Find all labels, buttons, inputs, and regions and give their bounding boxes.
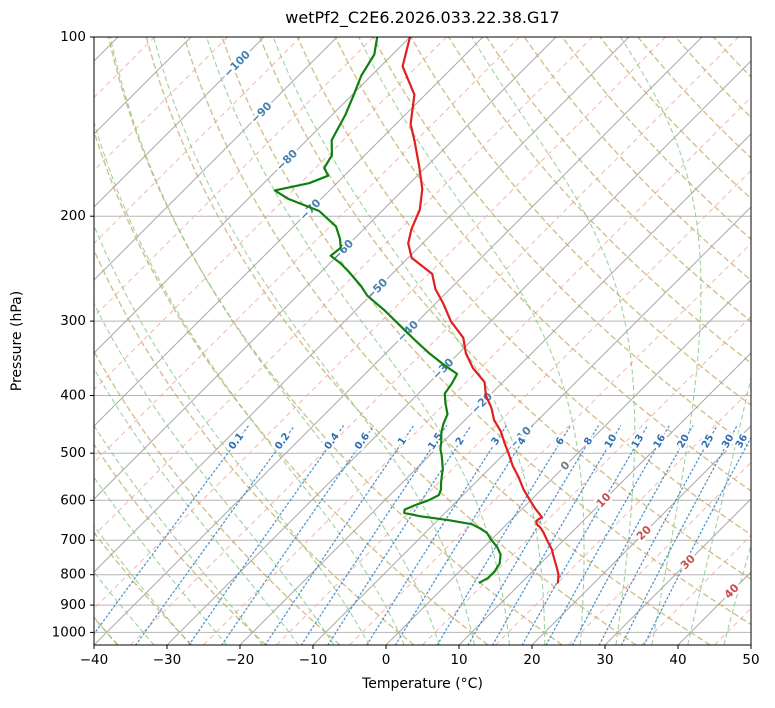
svg-text:300: 300 — [60, 313, 86, 329]
svg-text:−40: −40 — [80, 652, 109, 668]
moist-adiabats — [94, 37, 751, 645]
svg-text:200: 200 — [60, 208, 86, 224]
isotherms-major — [94, 37, 751, 645]
svg-text:−20: −20 — [226, 652, 255, 668]
temperature-curve — [401, 37, 560, 584]
svg-text:0.1: 0.1 — [227, 431, 246, 452]
mixing-ratio-lines — [94, 425, 751, 645]
svg-text:50: 50 — [742, 652, 759, 668]
svg-text:16: 16 — [652, 433, 669, 451]
svg-text:30: 30 — [596, 652, 613, 668]
svg-text:0.4: 0.4 — [323, 431, 342, 452]
svg-text:1000: 1000 — [52, 624, 86, 640]
svg-text:2: 2 — [454, 436, 467, 448]
svg-text:400: 400 — [60, 388, 86, 404]
svg-text:600: 600 — [60, 492, 86, 508]
svg-text:500: 500 — [60, 445, 86, 461]
svg-text:−10: −10 — [299, 652, 328, 668]
dewpoint-curve — [273, 37, 502, 584]
svg-text:1: 1 — [396, 435, 409, 447]
svg-text:0: 0 — [382, 652, 391, 668]
plot-border — [93, 36, 752, 646]
axis-ticks — [90, 36, 752, 649]
svg-text:900: 900 — [60, 597, 86, 613]
svg-text:36: 36 — [734, 433, 750, 451]
pressure-gridlines — [94, 36, 751, 633]
svg-text:40: 40 — [669, 652, 686, 668]
dry-adiabats — [94, 37, 751, 645]
svg-text:10: 10 — [450, 652, 467, 668]
isotherms-minor — [94, 37, 751, 645]
y-axis-label: Pressure (hPa) — [9, 290, 25, 392]
svg-text:20: 20 — [523, 652, 540, 668]
svg-text:0.6: 0.6 — [353, 431, 372, 452]
svg-text:100: 100 — [60, 29, 86, 45]
chart-title: wetPf2_C2E6.2026.033.22.38.G17 — [285, 8, 560, 27]
svg-text:1.5: 1.5 — [426, 431, 445, 452]
svg-text:800: 800 — [60, 567, 86, 583]
svg-text:−30: −30 — [153, 652, 182, 668]
svg-text:13: 13 — [630, 433, 647, 451]
svg-text:25: 25 — [700, 433, 716, 451]
x-axis-label: Temperature (°C) — [362, 676, 483, 692]
svg-text:700: 700 — [60, 532, 86, 548]
svg-text:20: 20 — [676, 433, 692, 451]
